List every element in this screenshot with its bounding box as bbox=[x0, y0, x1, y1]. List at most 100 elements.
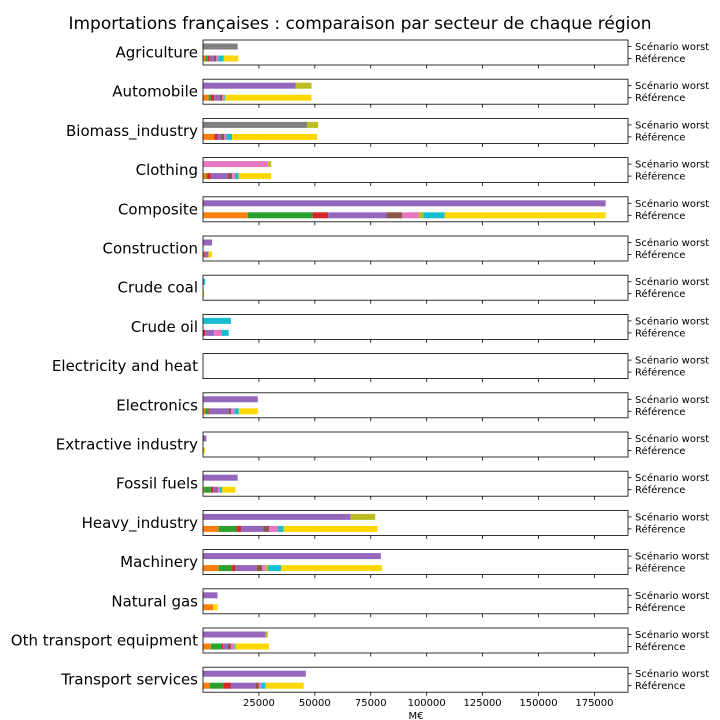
bar-segment-worst bbox=[203, 592, 218, 599]
panel-transport-services: Transport services Scénario worstRéférenc… bbox=[60, 666, 709, 696]
panel-frame bbox=[202, 39, 629, 66]
bar-segment-reference bbox=[258, 682, 262, 689]
sector-label: Crude oil bbox=[131, 318, 198, 336]
row-label: Référence bbox=[635, 523, 685, 535]
bar-segment-reference bbox=[235, 565, 257, 572]
panel-frame bbox=[202, 509, 629, 536]
bar-segment-reference bbox=[423, 212, 445, 219]
panel-frame bbox=[202, 78, 629, 105]
bar-segment-reference bbox=[205, 329, 215, 336]
chart-title: Importations françaises : comparaison pa… bbox=[68, 14, 651, 34]
bar-segment-reference bbox=[234, 408, 239, 415]
bar-segment-reference bbox=[281, 565, 382, 572]
bar-segment-reference bbox=[213, 486, 217, 493]
bar-segment-reference bbox=[444, 212, 606, 219]
bar-segment-reference bbox=[210, 486, 214, 493]
panel-frame bbox=[202, 627, 629, 654]
sector-label: Transport services bbox=[60, 671, 198, 689]
bar-segment-worst bbox=[350, 513, 376, 520]
bar-segment-reference bbox=[203, 251, 205, 258]
x-tick-label: 50000 bbox=[299, 698, 331, 709]
bar-segment-reference bbox=[236, 525, 242, 532]
bar-segment-reference bbox=[203, 212, 248, 219]
panel-oth-transport-equipment: Oth transport equipment Scénario worstRéf… bbox=[11, 627, 709, 657]
bar-segment-reference bbox=[217, 486, 220, 493]
bar-segment-reference bbox=[216, 486, 218, 493]
bar-segment-reference bbox=[230, 643, 235, 650]
bar-segment-reference bbox=[256, 565, 263, 572]
sector-label: Clothing bbox=[136, 161, 198, 179]
panels: Agriculture Scénario worstRéférenceAutomo… bbox=[11, 39, 709, 696]
bar-segment-worst bbox=[203, 82, 296, 89]
bar-segment-reference bbox=[418, 212, 424, 219]
bar-segment-reference bbox=[224, 94, 226, 101]
bar-segment-reference bbox=[208, 251, 212, 258]
bar-segment-reference bbox=[205, 408, 209, 415]
sector-label: Electronics bbox=[116, 396, 198, 414]
bar-segment-reference bbox=[214, 133, 218, 140]
sector-label: Agriculture bbox=[116, 44, 199, 62]
row-label: Scénario worst bbox=[635, 198, 709, 210]
x-axis-label: M€ bbox=[409, 711, 424, 720]
bar-segment-reference bbox=[203, 643, 211, 650]
bar-segment-reference bbox=[203, 290, 205, 297]
panel-frame bbox=[202, 157, 629, 184]
sector-label: Crude coal bbox=[118, 279, 198, 297]
bar-segment-reference bbox=[209, 55, 214, 62]
x-tick-label: 175000 bbox=[575, 698, 613, 709]
sector-label: Heavy_industry bbox=[82, 514, 199, 533]
bar-segment-reference bbox=[207, 55, 210, 62]
bar-segment-reference bbox=[225, 94, 312, 101]
bar-segment-worst bbox=[203, 513, 351, 520]
row-label: Référence bbox=[635, 53, 685, 65]
bar-segment-reference bbox=[241, 525, 264, 532]
panel-extractive-industry: Extractive industry Scénario worstRéféren… bbox=[56, 431, 709, 461]
bar-segment-reference bbox=[328, 212, 387, 219]
panel-frame bbox=[202, 196, 629, 223]
panel-frame bbox=[202, 549, 629, 575]
bar-segment-reference bbox=[219, 486, 223, 493]
row-label: Référence bbox=[635, 641, 685, 653]
x-tick-label: 125000 bbox=[464, 698, 502, 709]
bar-segment-reference bbox=[223, 682, 231, 689]
bar-segment-worst bbox=[203, 474, 238, 481]
sector-label: Composite bbox=[118, 200, 198, 218]
bar-segment-reference bbox=[204, 486, 211, 493]
row-label: Scénario worst bbox=[635, 315, 709, 327]
bar-segment-worst bbox=[203, 396, 258, 403]
sector-label: Construction bbox=[102, 240, 198, 258]
bar-segment-worst bbox=[203, 670, 306, 677]
bar-segment-reference bbox=[219, 94, 223, 101]
bar-segment-reference bbox=[206, 173, 208, 180]
bar-segment-worst bbox=[203, 161, 268, 168]
bar-segment-reference bbox=[203, 565, 219, 572]
panel-frame bbox=[202, 235, 629, 262]
bar-segment-reference bbox=[218, 565, 233, 572]
bar-segment-reference bbox=[226, 133, 233, 140]
bar-segment-reference bbox=[283, 525, 378, 532]
row-label: Scénario worst bbox=[635, 511, 709, 523]
row-label: Référence bbox=[635, 367, 685, 379]
bar-segment-reference bbox=[263, 525, 269, 532]
bar-segment-reference bbox=[203, 55, 206, 62]
bar-segment-reference bbox=[230, 682, 256, 689]
row-label: Référence bbox=[635, 406, 685, 418]
bar-segment-reference bbox=[203, 447, 205, 454]
bar-segment-reference bbox=[203, 408, 206, 415]
row-label: Scénario worst bbox=[635, 590, 709, 602]
row-label: Scénario worst bbox=[635, 433, 709, 445]
bar-segment-reference bbox=[209, 408, 229, 415]
bar-segment-reference bbox=[210, 643, 223, 650]
bar-segment-worst bbox=[203, 43, 238, 50]
panel-frame bbox=[202, 353, 629, 380]
bar-segment-reference bbox=[209, 682, 224, 689]
bar-segment-worst bbox=[203, 631, 266, 638]
row-label: Référence bbox=[635, 92, 685, 104]
bar-segment-reference bbox=[247, 212, 313, 219]
row-label: Scénario worst bbox=[635, 276, 709, 288]
bar-segment-reference bbox=[210, 94, 215, 101]
